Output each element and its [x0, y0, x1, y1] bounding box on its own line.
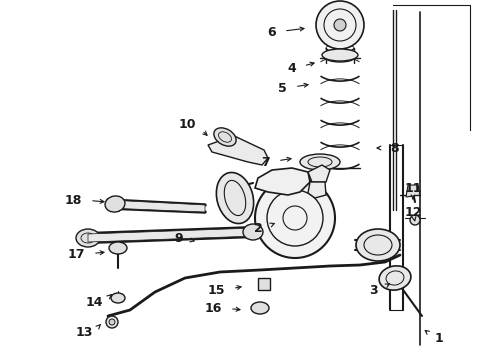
Text: 6: 6: [268, 26, 276, 39]
Ellipse shape: [76, 229, 100, 247]
Circle shape: [410, 215, 420, 225]
Ellipse shape: [105, 196, 125, 212]
Polygon shape: [88, 228, 255, 242]
Circle shape: [106, 316, 118, 328]
Text: 2: 2: [254, 221, 263, 234]
Ellipse shape: [379, 266, 411, 290]
Ellipse shape: [322, 49, 358, 61]
Polygon shape: [308, 182, 326, 198]
Polygon shape: [108, 200, 205, 212]
Text: 11: 11: [404, 181, 422, 194]
Ellipse shape: [300, 154, 340, 170]
Circle shape: [316, 1, 364, 49]
Ellipse shape: [214, 128, 236, 146]
Polygon shape: [258, 278, 270, 290]
Text: 4: 4: [287, 62, 296, 75]
Text: 18: 18: [65, 194, 82, 207]
Text: 8: 8: [390, 141, 399, 154]
Circle shape: [109, 319, 115, 325]
Ellipse shape: [111, 293, 125, 303]
Polygon shape: [406, 185, 420, 197]
Text: 14: 14: [85, 296, 103, 309]
Text: 15: 15: [207, 284, 225, 297]
Circle shape: [334, 19, 346, 31]
Ellipse shape: [356, 229, 400, 261]
Text: 17: 17: [68, 248, 85, 261]
Ellipse shape: [243, 224, 263, 240]
Ellipse shape: [217, 172, 254, 224]
Text: 16: 16: [205, 302, 222, 315]
Text: 9: 9: [174, 231, 183, 244]
Text: 7: 7: [261, 156, 270, 168]
Polygon shape: [308, 165, 330, 182]
Ellipse shape: [251, 302, 269, 314]
Text: 10: 10: [178, 118, 196, 131]
Text: 13: 13: [75, 325, 93, 338]
Text: 5: 5: [278, 81, 287, 94]
Text: 12: 12: [404, 206, 422, 219]
Circle shape: [255, 178, 335, 258]
Polygon shape: [255, 168, 310, 195]
Ellipse shape: [109, 242, 127, 254]
Text: 3: 3: [369, 284, 378, 297]
Polygon shape: [208, 133, 268, 165]
Text: 1: 1: [435, 332, 444, 345]
